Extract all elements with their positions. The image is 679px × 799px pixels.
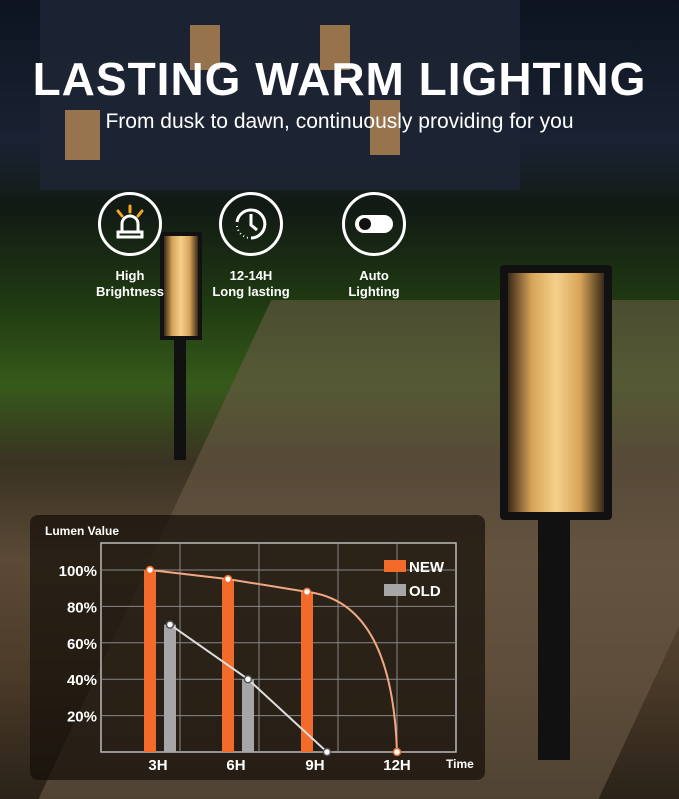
x-tick-label: 12H [383, 757, 411, 774]
y-tick-label: 80% [67, 599, 97, 616]
point-new [302, 587, 312, 597]
x-tick-label: 3H [148, 757, 167, 774]
feature-label: Auto [359, 268, 389, 283]
y-axis-label: Lumen Value [45, 524, 119, 538]
feature-label: Brightness [96, 284, 164, 299]
y-tick-label: 100% [59, 563, 97, 580]
y-tick-label: 60% [67, 636, 97, 653]
bar-new [301, 591, 313, 752]
headline: LASTING WARM LIGHTING [32, 53, 647, 105]
subtitle: From dusk to dawn, continuously providin… [105, 110, 574, 133]
legend-label-new: NEW [409, 559, 445, 576]
siren-light-icon [98, 192, 162, 256]
feature-label: 12-14H [229, 268, 273, 283]
feature-auto-lighting: Auto Lighting [314, 192, 434, 300]
y-tick-label: 40% [67, 672, 97, 689]
feature-label: High [115, 268, 145, 283]
point-old [165, 620, 175, 629]
point-new [145, 565, 155, 575]
toggle-switch-icon [342, 192, 406, 256]
feature-label: Lighting [348, 284, 400, 299]
house-silhouette [40, 0, 520, 190]
feature-label: Long lasting [212, 284, 290, 299]
small-lamp [160, 232, 202, 340]
bar-old [164, 624, 176, 752]
legend-label-old: OLD [409, 583, 441, 600]
point-new [392, 747, 402, 757]
point-old [322, 747, 332, 757]
line-new [149, 569, 398, 753]
bar-new [144, 570, 156, 752]
clock-history-icon [219, 192, 283, 256]
main-lamp [500, 265, 612, 520]
legend-swatch-old [384, 584, 406, 596]
legend-swatch-new [384, 560, 406, 572]
x-tick-label: 9H [305, 757, 324, 774]
point-new [223, 574, 233, 584]
chart-panel [30, 515, 485, 780]
bar-old [242, 679, 254, 752]
x-axis-label: Time [446, 757, 474, 771]
plot-frame [100, 542, 457, 753]
point-old [243, 674, 253, 684]
feature-long-lasting: 12-14H Long lasting [191, 192, 311, 300]
y-tick-label: 20% [67, 709, 97, 726]
x-tick-label: 6H [226, 757, 245, 774]
feature-high-brightness: High Brightness [70, 192, 190, 300]
